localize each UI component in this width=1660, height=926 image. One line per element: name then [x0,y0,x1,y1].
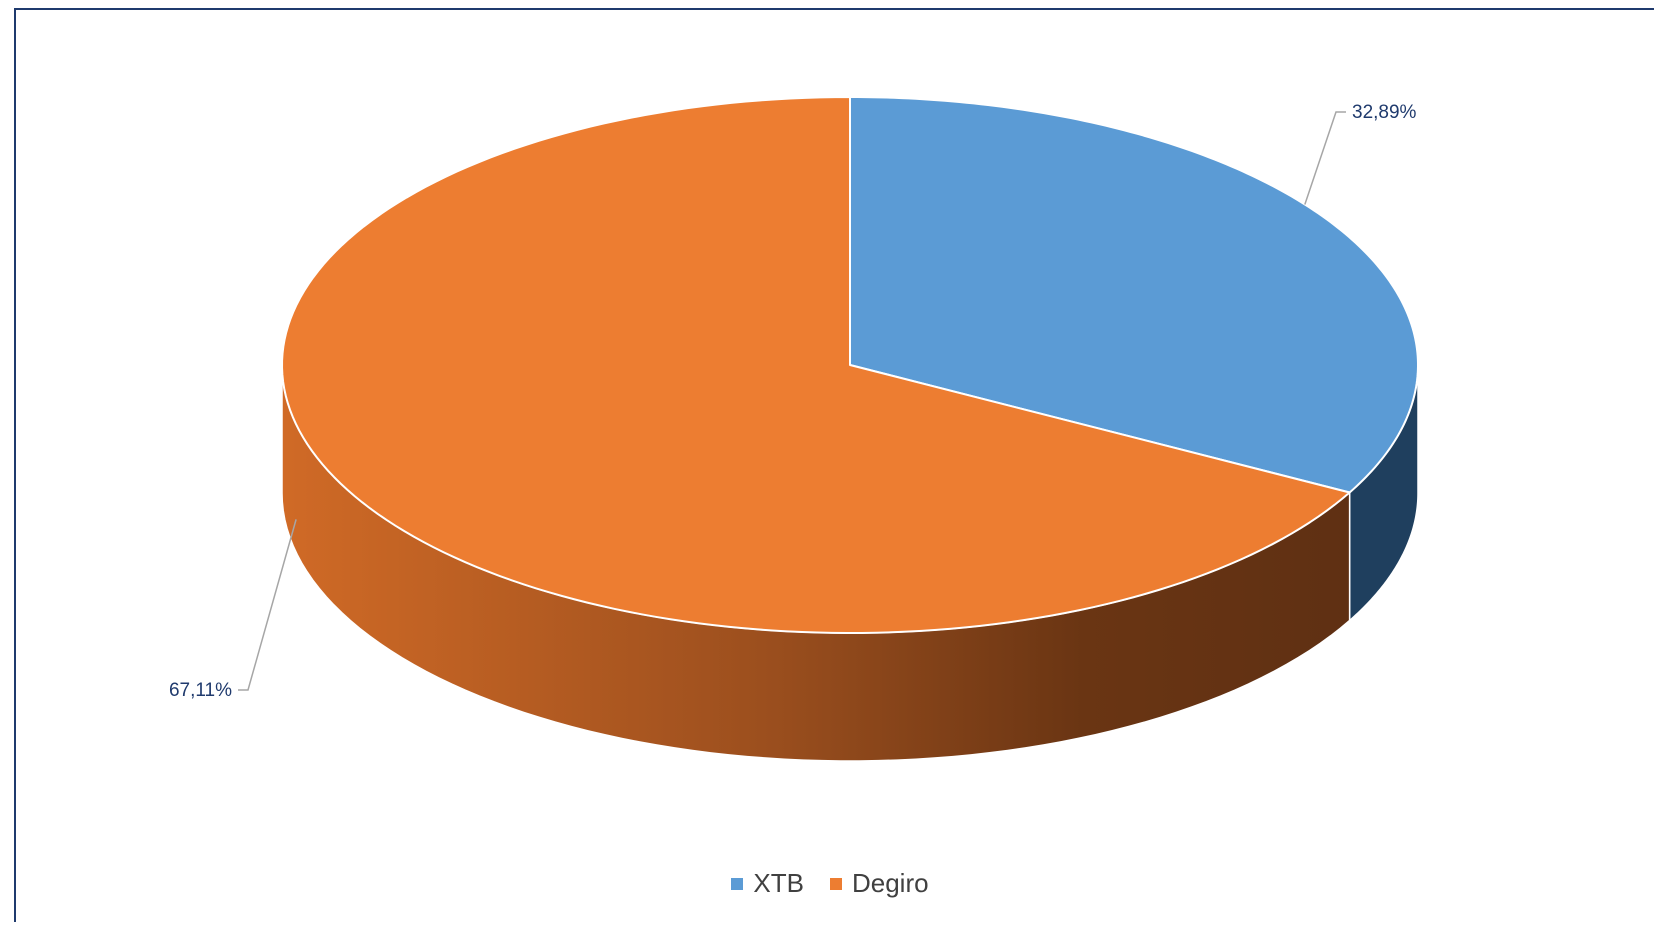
legend-label-xtb: XTB [753,868,804,899]
leader-line-degiro [238,519,296,690]
data-label-xtb: 32,89% [1352,102,1417,123]
legend-swatch-degiro [830,878,842,890]
legend-swatch-xtb [731,878,743,890]
pie-tops [282,97,1418,633]
legend: XTB Degiro [0,868,1660,899]
legend-label-degiro: Degiro [852,868,929,899]
data-label-degiro: 67,11% [169,680,232,701]
legend-item-xtb: XTB [731,868,804,899]
leader-line-xtb [1305,112,1346,204]
legend-item-degiro: Degiro [830,868,929,899]
